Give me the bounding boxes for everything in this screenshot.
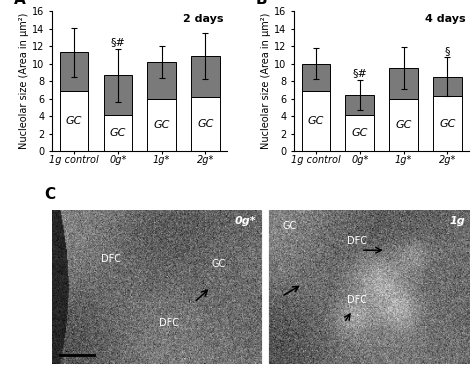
Text: GC: GC <box>109 128 126 138</box>
Text: GC: GC <box>439 118 456 129</box>
Bar <box>346 115 374 151</box>
Text: 0g*: 0g* <box>235 216 256 226</box>
Bar <box>301 64 330 91</box>
Bar <box>191 97 220 151</box>
Text: A: A <box>14 0 25 7</box>
Bar <box>60 52 88 91</box>
Text: DFC: DFC <box>346 294 366 305</box>
Text: 2 days: 2 days <box>183 14 224 24</box>
Text: DFC: DFC <box>346 236 366 246</box>
Text: GC: GC <box>66 116 82 126</box>
Text: GC: GC <box>212 259 226 269</box>
Text: 4 days: 4 days <box>425 14 466 24</box>
Text: C: C <box>44 187 55 202</box>
Bar <box>389 68 418 99</box>
Text: §#: §# <box>352 68 367 78</box>
Text: DFC: DFC <box>159 318 179 328</box>
Bar <box>389 99 418 151</box>
Bar <box>147 62 176 99</box>
Bar <box>104 115 132 151</box>
Text: GC: GC <box>308 116 324 126</box>
Bar <box>433 77 462 96</box>
Text: §#: §# <box>110 38 125 47</box>
Bar <box>433 96 462 151</box>
Text: 1g: 1g <box>449 216 465 226</box>
Y-axis label: Nucleolar size (Area in μm²): Nucleolar size (Area in μm²) <box>261 13 271 149</box>
Text: §: § <box>445 46 450 56</box>
Bar <box>60 91 88 151</box>
Text: DFC: DFC <box>100 254 120 265</box>
Bar <box>301 91 330 151</box>
Text: GC: GC <box>154 120 170 130</box>
Bar <box>104 75 132 115</box>
Text: GC: GC <box>197 119 214 129</box>
Text: GC: GC <box>283 220 297 230</box>
Y-axis label: Nucleolar size (Area in μm²): Nucleolar size (Area in μm²) <box>19 13 29 149</box>
Text: B: B <box>255 0 267 7</box>
Bar <box>191 56 220 97</box>
Bar <box>346 95 374 115</box>
Text: GC: GC <box>352 128 368 138</box>
Bar <box>147 99 176 151</box>
Text: GC: GC <box>395 120 412 130</box>
